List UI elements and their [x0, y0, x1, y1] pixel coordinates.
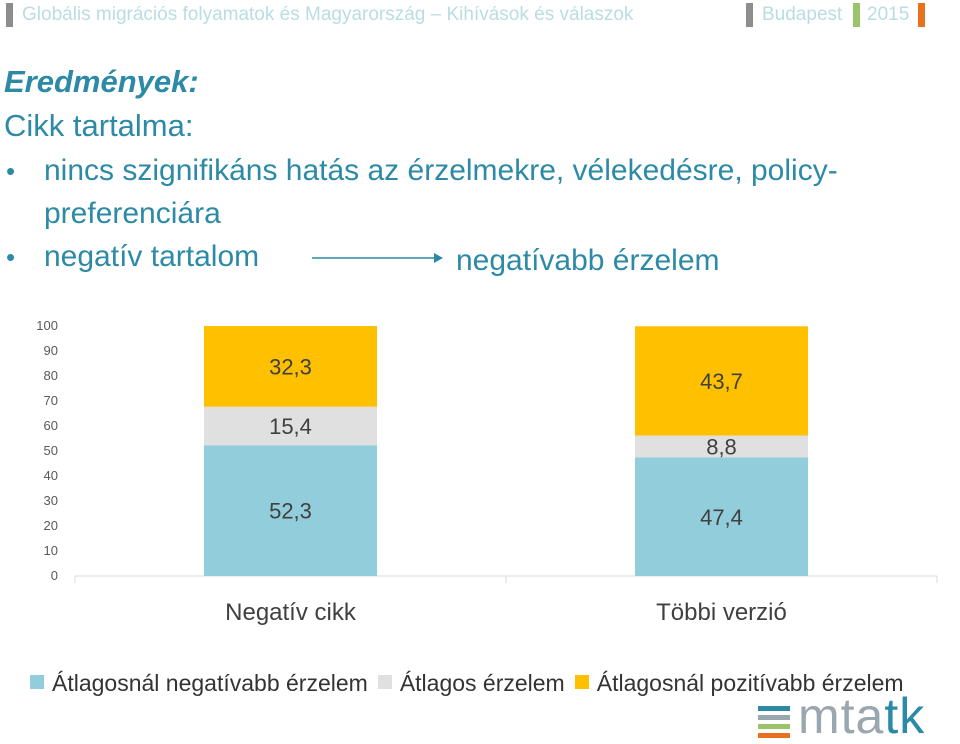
legend-swatch: [30, 674, 44, 689]
y-tick-label: 80: [44, 368, 58, 383]
y-tick-label: 100: [36, 318, 58, 333]
logo-lines-icon: [758, 706, 790, 740]
logo-line-2: [758, 715, 790, 720]
category-label: Többi verzió: [656, 599, 787, 626]
bullet-1-line2: preferenciára: [44, 197, 221, 230]
header-city: Budapest: [762, 4, 843, 25]
header-title: Globális migrációs folyamatok és Magyaro…: [22, 4, 634, 25]
chart-legend: Átlagosnál negatívabb érzelem Átlagos érz…: [30, 670, 914, 700]
y-tick-label: 0: [51, 568, 58, 583]
logo-line-3: [758, 724, 790, 729]
bullet-2-text: negatív tartalom: [44, 240, 260, 273]
slide-title: Eredmények:: [4, 64, 199, 99]
logo-line-1: [758, 706, 790, 711]
bar-segment: [204, 445, 377, 576]
logo-text-main: mta: [798, 688, 885, 744]
y-axis: 0 10 20 30 40 50 60 70 80 90 100: [36, 318, 58, 583]
bullet-1-line1: nincs szignifikáns hatás az érzelmekre, …: [44, 154, 838, 187]
legend-label: Átlagosnál negatívabb érzelem: [52, 670, 368, 696]
logo-wordmark: mtatk: [798, 690, 925, 742]
y-tick-label: 90: [44, 343, 58, 358]
slide-subtitle: Cikk tartalma:: [4, 108, 194, 143]
y-tick-label: 70: [44, 393, 58, 408]
header-bar-middle: [746, 3, 753, 27]
x-axis: [74, 575, 938, 583]
header-year: 2015: [867, 4, 910, 25]
logo-line-4: [758, 733, 790, 738]
y-tick-label: 60: [44, 418, 58, 433]
bullet-2-result: negatívabb érzelem: [456, 244, 720, 277]
header-bar-right: [853, 3, 860, 27]
header-bar-left: [6, 3, 13, 27]
category-label: Negatív cikk: [225, 599, 357, 626]
data-label: 47,4: [700, 505, 743, 530]
data-label: 8,8: [706, 435, 737, 460]
category-labels: Negatív cikk Többi verzió: [225, 599, 787, 626]
data-label: 15,4: [269, 414, 312, 439]
legend-swatch: [377, 674, 392, 689]
bars: 52,3 15,4 32,3 47,4 8,8 43,7: [204, 326, 808, 576]
bar-segment: [635, 326, 808, 436]
bullet-dot-2: •: [6, 242, 16, 272]
y-tick-label: 20: [44, 518, 58, 533]
bullet-dot-1: •: [6, 156, 16, 186]
legend-item: Átlagosnál negatívabb érzelem: [30, 670, 368, 697]
legend-item: Átlagosnál pozitívabb érzelem: [574, 670, 904, 697]
legend-swatch: [574, 674, 589, 689]
logo-text-accent: tk: [884, 688, 926, 744]
bar-segment: [635, 435, 808, 458]
data-label: 32,3: [269, 354, 312, 379]
bar-segment: [204, 406, 377, 446]
y-tick-label: 50: [44, 443, 58, 458]
conference-header: Globális migrációs folyamatok és Magyaro…: [0, 0, 960, 30]
data-label: 43,7: [700, 369, 743, 394]
mtatk-logo: mtatk: [758, 690, 958, 742]
bar-segment: [635, 457, 808, 576]
arrow-right-icon: [312, 253, 443, 263]
legend-label: Átlagosnál pozitívabb érzelem: [596, 670, 904, 696]
bar-segment: [204, 326, 377, 407]
y-tick-label: 30: [44, 493, 58, 508]
legend-label: Átlagos érzelem: [399, 670, 565, 696]
data-label: 52,3: [269, 499, 312, 524]
y-tick-label: 40: [44, 468, 58, 483]
legend-item: Átlagos érzelem: [377, 670, 565, 697]
y-tick-label: 10: [44, 543, 58, 558]
stacked-bar-chart: 0 10 20 30 40 50 60 70 80 90 100 52,3 15,4 32,3 47,4 8…: [36, 318, 938, 626]
header-bar-end: [918, 3, 925, 27]
